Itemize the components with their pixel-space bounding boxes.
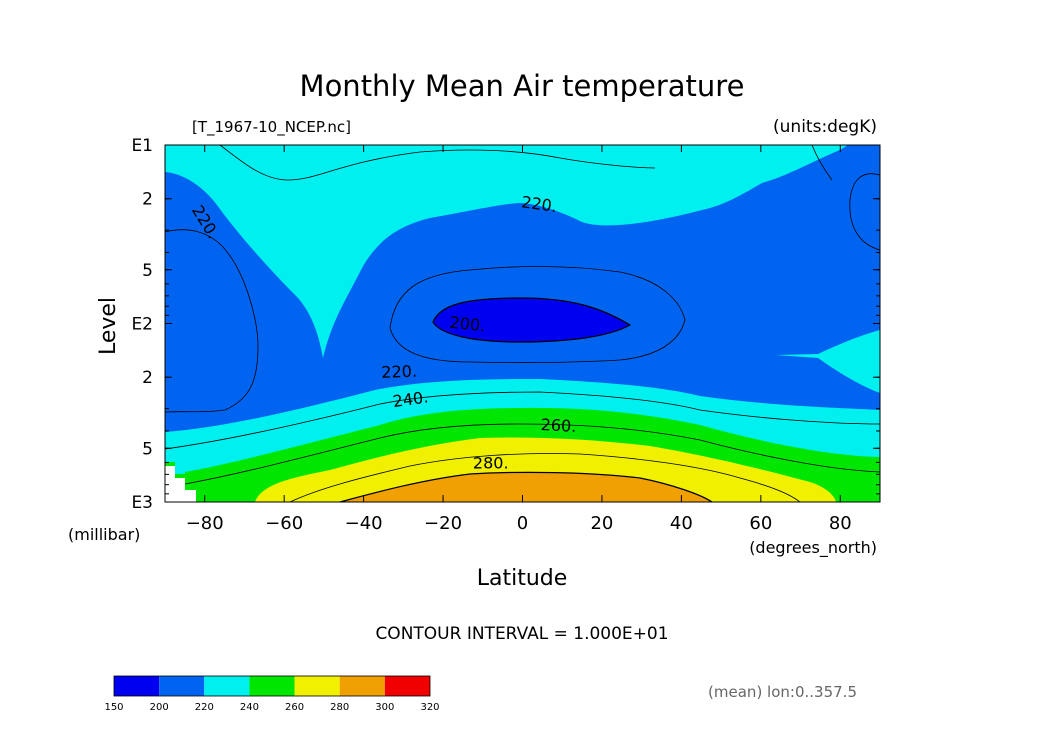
contour-fill-layer (165, 145, 880, 502)
band-260-280 (255, 437, 836, 502)
x-tick-label: 80 (829, 513, 852, 534)
y-axis-title: Level (96, 297, 121, 355)
colorbar-swatch (384, 676, 430, 696)
band-220-240-right (776, 330, 880, 393)
y-tick-label: E3 (131, 493, 153, 513)
y-tick-label: 5 (142, 261, 153, 281)
contour-label: 220. (381, 362, 417, 382)
contour-label: 220. (520, 192, 558, 216)
contour-label: 200. (449, 313, 486, 336)
contour-label: 240. (392, 387, 430, 411)
colorbar-label: 300 (375, 702, 394, 713)
contour-label: 280. (473, 454, 509, 473)
x-unit-label: (degrees_north) (749, 538, 877, 558)
colorbar-label: 150 (104, 702, 123, 713)
y-unit-label: (millibar) (68, 525, 140, 544)
missing-data-corner (165, 466, 196, 502)
units-label: (units:degK) (773, 117, 877, 137)
x-tick-label: −80 (186, 513, 224, 534)
x-tick-label: 60 (749, 513, 772, 534)
colorbar-frame (113, 675, 431, 697)
colorbar-swatch (339, 676, 385, 696)
colorbar-swatch (294, 676, 340, 696)
source-label: [T_1967-10_NCEP.nc] (192, 118, 351, 137)
colorbar-swatch (114, 676, 160, 696)
y-tick-label: 2 (142, 190, 153, 210)
contour-lines-major (339, 297, 713, 502)
chart-title: Monthly Mean Air temperature (300, 69, 745, 103)
x-tick-label: 20 (590, 513, 613, 534)
contour-label: 260. (540, 415, 577, 436)
band-220-240-upper (165, 145, 848, 358)
mean-note: (mean) lon:0..357.5 (708, 683, 857, 701)
colorbar-label: 240 (240, 702, 259, 713)
y-tick-label: 5 (142, 439, 153, 459)
colorbar-swatch (159, 676, 205, 696)
colorbar-label: 320 (420, 702, 439, 713)
colorbar-label: 200 (150, 702, 169, 713)
contour-lines (165, 145, 880, 502)
x-tick-label: 40 (670, 513, 693, 534)
colorbar: 150 200 220 240 260 280 300 320 (104, 675, 440, 713)
colorbar-label: 280 (330, 702, 349, 713)
contour-interval-text: CONTOUR INTERVAL = 1.000E+01 (375, 624, 668, 644)
x-axis-title: Latitude (477, 566, 568, 591)
y-tick-label: 2 (142, 368, 153, 388)
x-tick-label: −40 (345, 513, 383, 534)
y-tick-label: E1 (131, 136, 153, 156)
x-tick-label: 0 (517, 513, 528, 534)
colorbar-label: 260 (285, 702, 304, 713)
colorbar-swatch (249, 676, 295, 696)
axes-layer: −80 −60 −40 −20 0 20 40 60 80 E1 2 5 E2 2 5 E3 (131, 136, 880, 534)
x-tick-label: −60 (265, 513, 303, 534)
y-tick-label: E2 (131, 315, 153, 335)
colorbar-swatch (204, 676, 250, 696)
x-tick-label: −20 (424, 513, 462, 534)
colorbar-label: 220 (195, 702, 214, 713)
band-150-200 (433, 298, 630, 342)
